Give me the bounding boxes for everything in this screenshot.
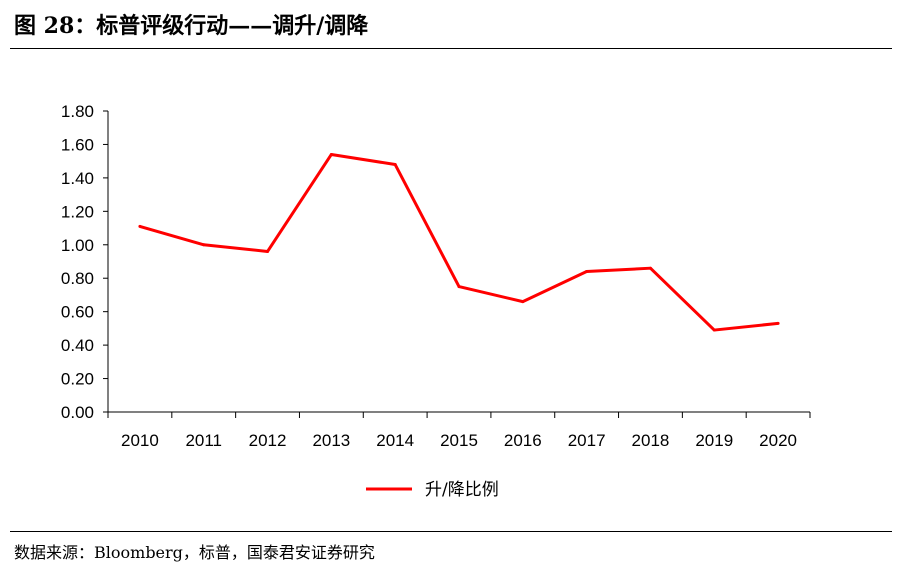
y-tick-label: 1.80 [61, 102, 94, 121]
y-tick-label: 0.60 [61, 303, 94, 322]
data-point [266, 249, 270, 253]
series-lines [138, 152, 780, 332]
y-tick-label: 1.00 [61, 236, 94, 255]
x-tick-label: 2012 [249, 431, 287, 450]
legend-label: 升/降比例 [425, 480, 499, 500]
x-tick-label: 2013 [312, 431, 350, 450]
source-divider [10, 531, 892, 532]
data-point [712, 328, 716, 332]
data-point [138, 224, 142, 228]
x-tick-label: 2015 [440, 431, 478, 450]
x-tick-label: 2017 [568, 431, 606, 450]
data-point [776, 321, 780, 325]
y-axis: 0.00 0.20 0.40 0.60 0.80 1.00 1.20 1.40 1.60 1.80 [61, 102, 109, 422]
data-point [202, 243, 206, 247]
data-point [457, 285, 461, 289]
data-point [585, 270, 589, 274]
x-tick-label: 2018 [632, 431, 670, 450]
x-tick-label: 2011 [185, 431, 222, 450]
y-tick-label: 0.40 [61, 336, 94, 355]
line-chart: 0.00 0.20 0.40 0.60 0.80 1.00 1.20 1.40 1.60 1.80… [61, 102, 811, 500]
data-point [393, 163, 397, 167]
x-tick-label: 2020 [759, 431, 797, 450]
figure-title: 图 28：标普评级行动——调升/调降 [14, 13, 369, 39]
data-point [521, 300, 525, 304]
y-tick-label: 1.40 [61, 169, 94, 188]
x-tick-label: 2010 [121, 431, 159, 450]
x-tick-label: 2014 [376, 431, 414, 450]
y-tick-label: 1.60 [61, 135, 94, 154]
data-point [648, 266, 652, 270]
x-axis: 2010 2011 2012 2013 2014 2015 2016 2017 2018 2019… [107, 411, 811, 450]
source-note: 数据来源：Bloomberg，标普，国泰君安证券研究 [14, 543, 375, 562]
series-line [139, 152, 779, 332]
y-tick-label: 1.20 [61, 202, 94, 221]
data-point [329, 152, 333, 156]
y-tick-label: 0.00 [61, 403, 94, 422]
y-tick-label: 0.80 [61, 269, 94, 288]
x-tick-label: 2016 [504, 431, 542, 450]
x-tick-label: 2019 [695, 431, 733, 450]
title-divider [10, 48, 892, 49]
legend: 升/降比例 [366, 480, 499, 500]
y-tick-label: 0.20 [61, 370, 94, 389]
